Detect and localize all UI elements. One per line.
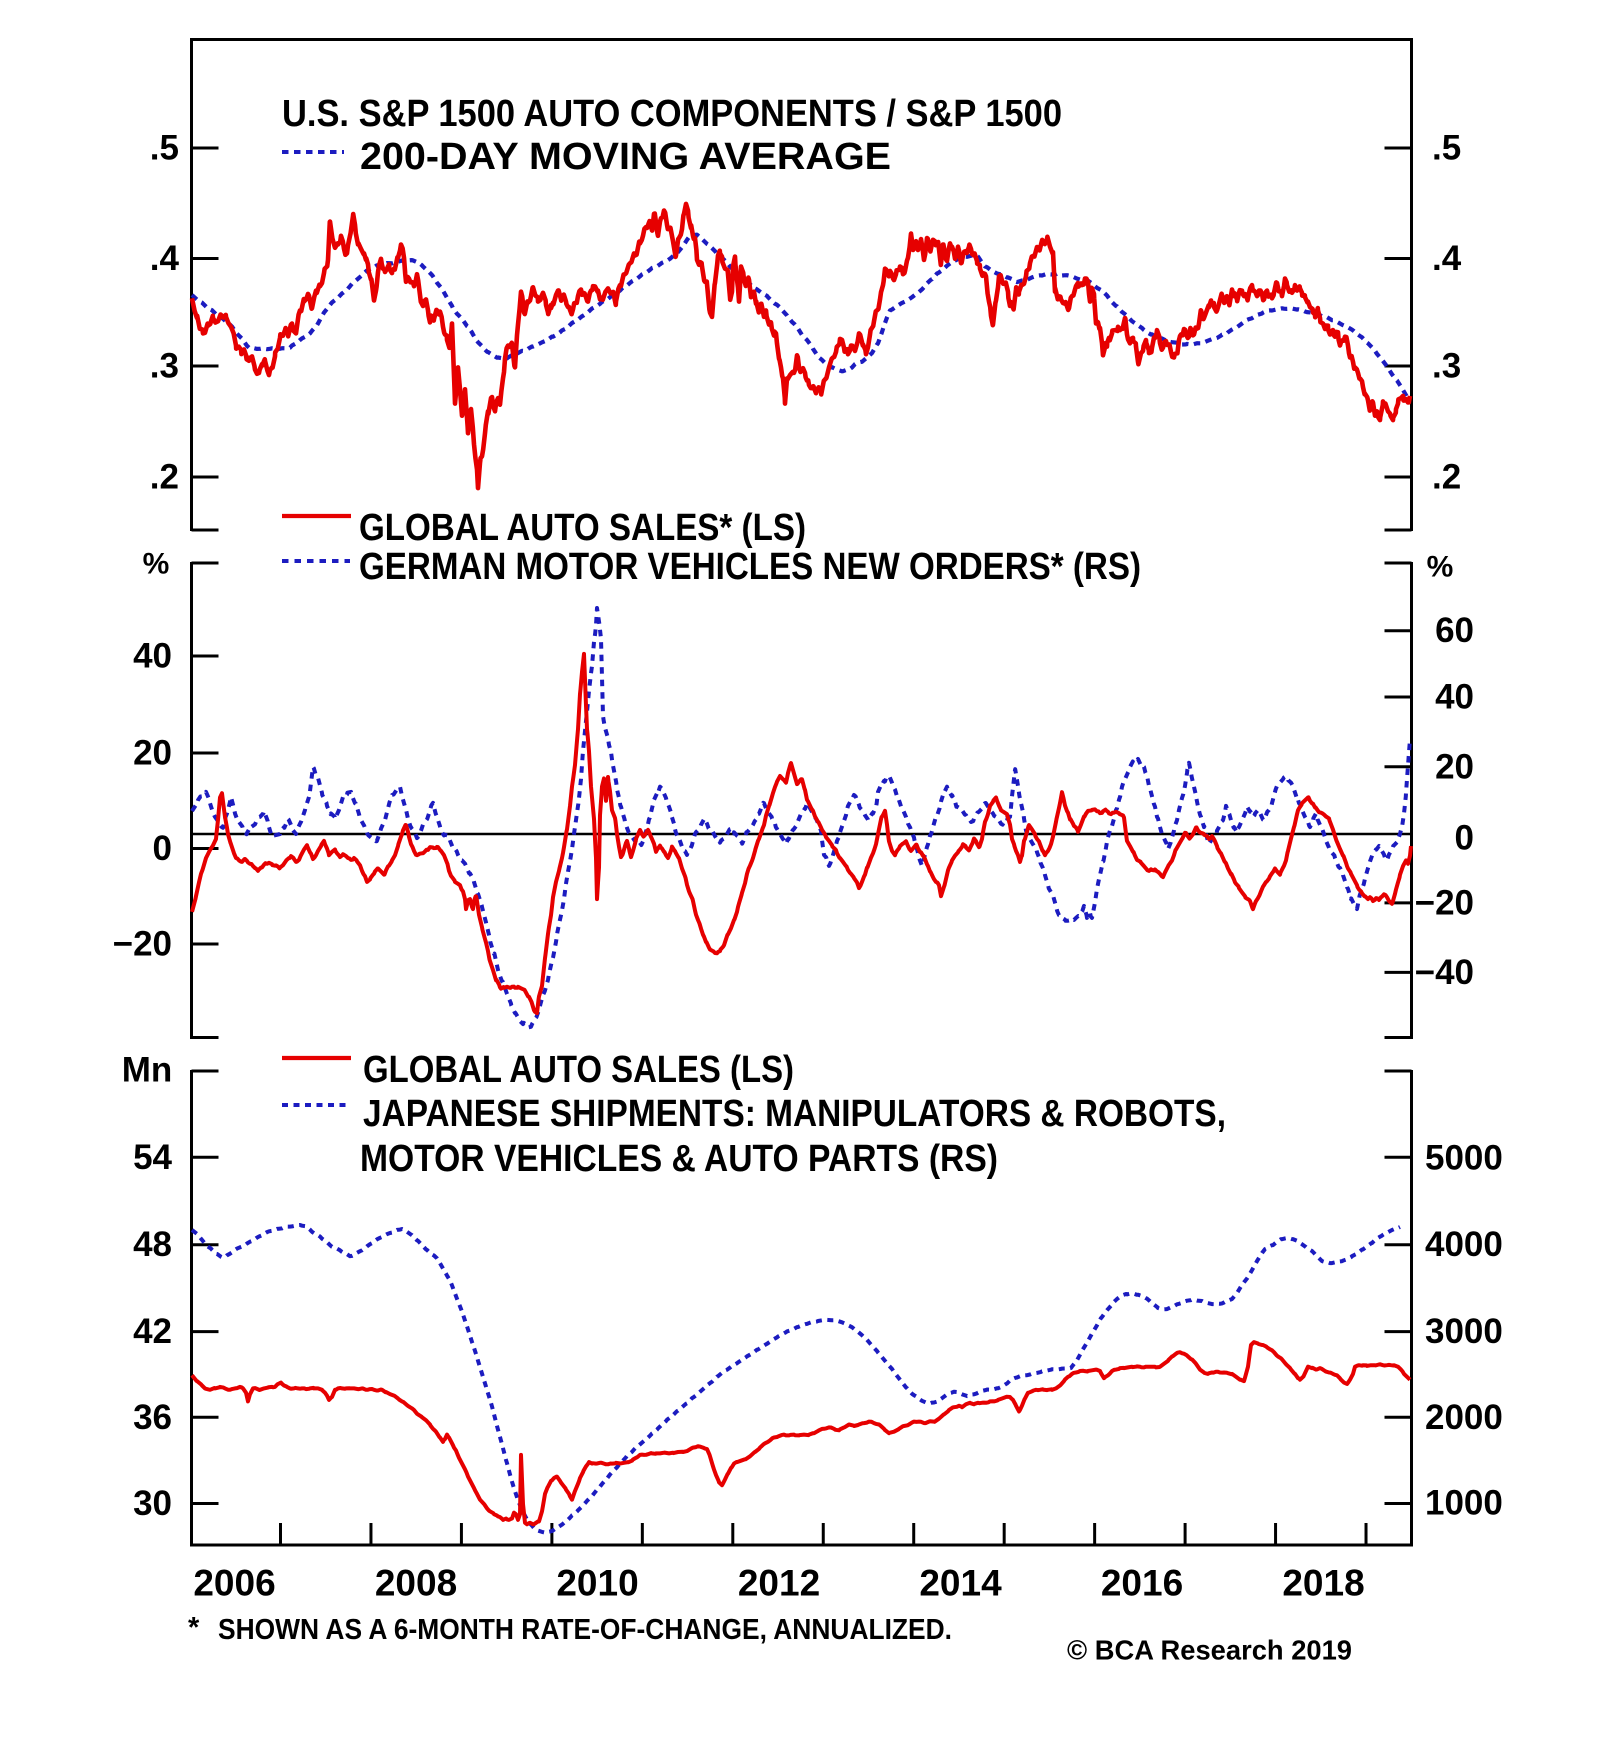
svg-text:60: 60 <box>1435 611 1474 650</box>
svg-text:36: 36 <box>133 1398 172 1437</box>
svg-text:2008: 2008 <box>375 1563 457 1604</box>
svg-text:40: 40 <box>133 637 172 676</box>
svg-text:.5: .5 <box>150 129 179 168</box>
svg-text:2012: 2012 <box>738 1563 820 1604</box>
svg-text:2010: 2010 <box>556 1563 638 1604</box>
svg-text:48: 48 <box>133 1225 172 1264</box>
svg-text:2016: 2016 <box>1101 1563 1183 1604</box>
svg-text:−20: −20 <box>1415 883 1474 922</box>
svg-text:GLOBAL AUTO SALES (LS): GLOBAL AUTO SALES (LS) <box>363 1049 794 1091</box>
svg-text:1000: 1000 <box>1425 1484 1503 1523</box>
svg-text:2014: 2014 <box>919 1563 1002 1604</box>
svg-text:3000: 3000 <box>1425 1312 1503 1351</box>
svg-text:200-DAY MOVING AVERAGE: 200-DAY MOVING AVERAGE <box>360 136 891 178</box>
svg-text:0: 0 <box>153 829 172 868</box>
svg-text:.3: .3 <box>1432 347 1461 386</box>
svg-text:GERMAN MOTOR VEHICLES NEW ORDE: GERMAN MOTOR VEHICLES NEW ORDERS* (RS) <box>359 546 1141 588</box>
svg-text:Mn: Mn <box>122 1051 173 1090</box>
svg-text:30: 30 <box>133 1484 172 1523</box>
svg-text:40: 40 <box>1435 678 1474 717</box>
svg-text:2006: 2006 <box>193 1563 275 1604</box>
svg-text:4000: 4000 <box>1425 1225 1503 1264</box>
svg-text:−20: −20 <box>113 925 172 964</box>
svg-text:.4: .4 <box>150 239 180 278</box>
svg-text:%: % <box>143 548 170 581</box>
svg-text:54: 54 <box>133 1138 172 1177</box>
svg-text:5000: 5000 <box>1425 1139 1503 1178</box>
svg-text:© BCA Research 2019: © BCA Research 2019 <box>1067 1635 1352 1666</box>
svg-text:%: % <box>1427 551 1454 584</box>
svg-text:GLOBAL AUTO SALES* (LS): GLOBAL AUTO SALES* (LS) <box>359 507 806 549</box>
svg-text:2000: 2000 <box>1425 1398 1503 1437</box>
svg-text:2018: 2018 <box>1282 1563 1364 1604</box>
svg-text:.2: .2 <box>1432 458 1461 497</box>
svg-text:.4: .4 <box>1432 239 1462 278</box>
svg-text:20: 20 <box>1435 747 1474 786</box>
svg-text:.5: .5 <box>1432 129 1461 168</box>
svg-text:0: 0 <box>1455 819 1474 858</box>
svg-text:−40: −40 <box>1415 953 1474 992</box>
svg-text:MOTOR VEHICLES & AUTO PARTS (R: MOTOR VEHICLES & AUTO PARTS (RS) <box>360 1138 998 1180</box>
svg-text:42: 42 <box>133 1312 172 1351</box>
svg-text:*: * <box>188 1612 200 1644</box>
svg-text:.2: .2 <box>150 458 179 497</box>
svg-text:U.S. S&P 1500 AUTO COMPONENTS: U.S. S&P 1500 AUTO COMPONENTS / S&P 1500 <box>282 93 1062 135</box>
svg-text:20: 20 <box>133 734 172 773</box>
svg-text:JAPANESE SHIPMENTS: MANIPULATO: JAPANESE SHIPMENTS: MANIPULATORS & ROBOT… <box>363 1093 1226 1135</box>
svg-text:SHOWN AS A 6-MONTH RATE-OF-CHA: SHOWN AS A 6-MONTH RATE-OF-CHANGE, ANNUA… <box>218 1614 952 1646</box>
svg-text:.3: .3 <box>150 347 179 386</box>
